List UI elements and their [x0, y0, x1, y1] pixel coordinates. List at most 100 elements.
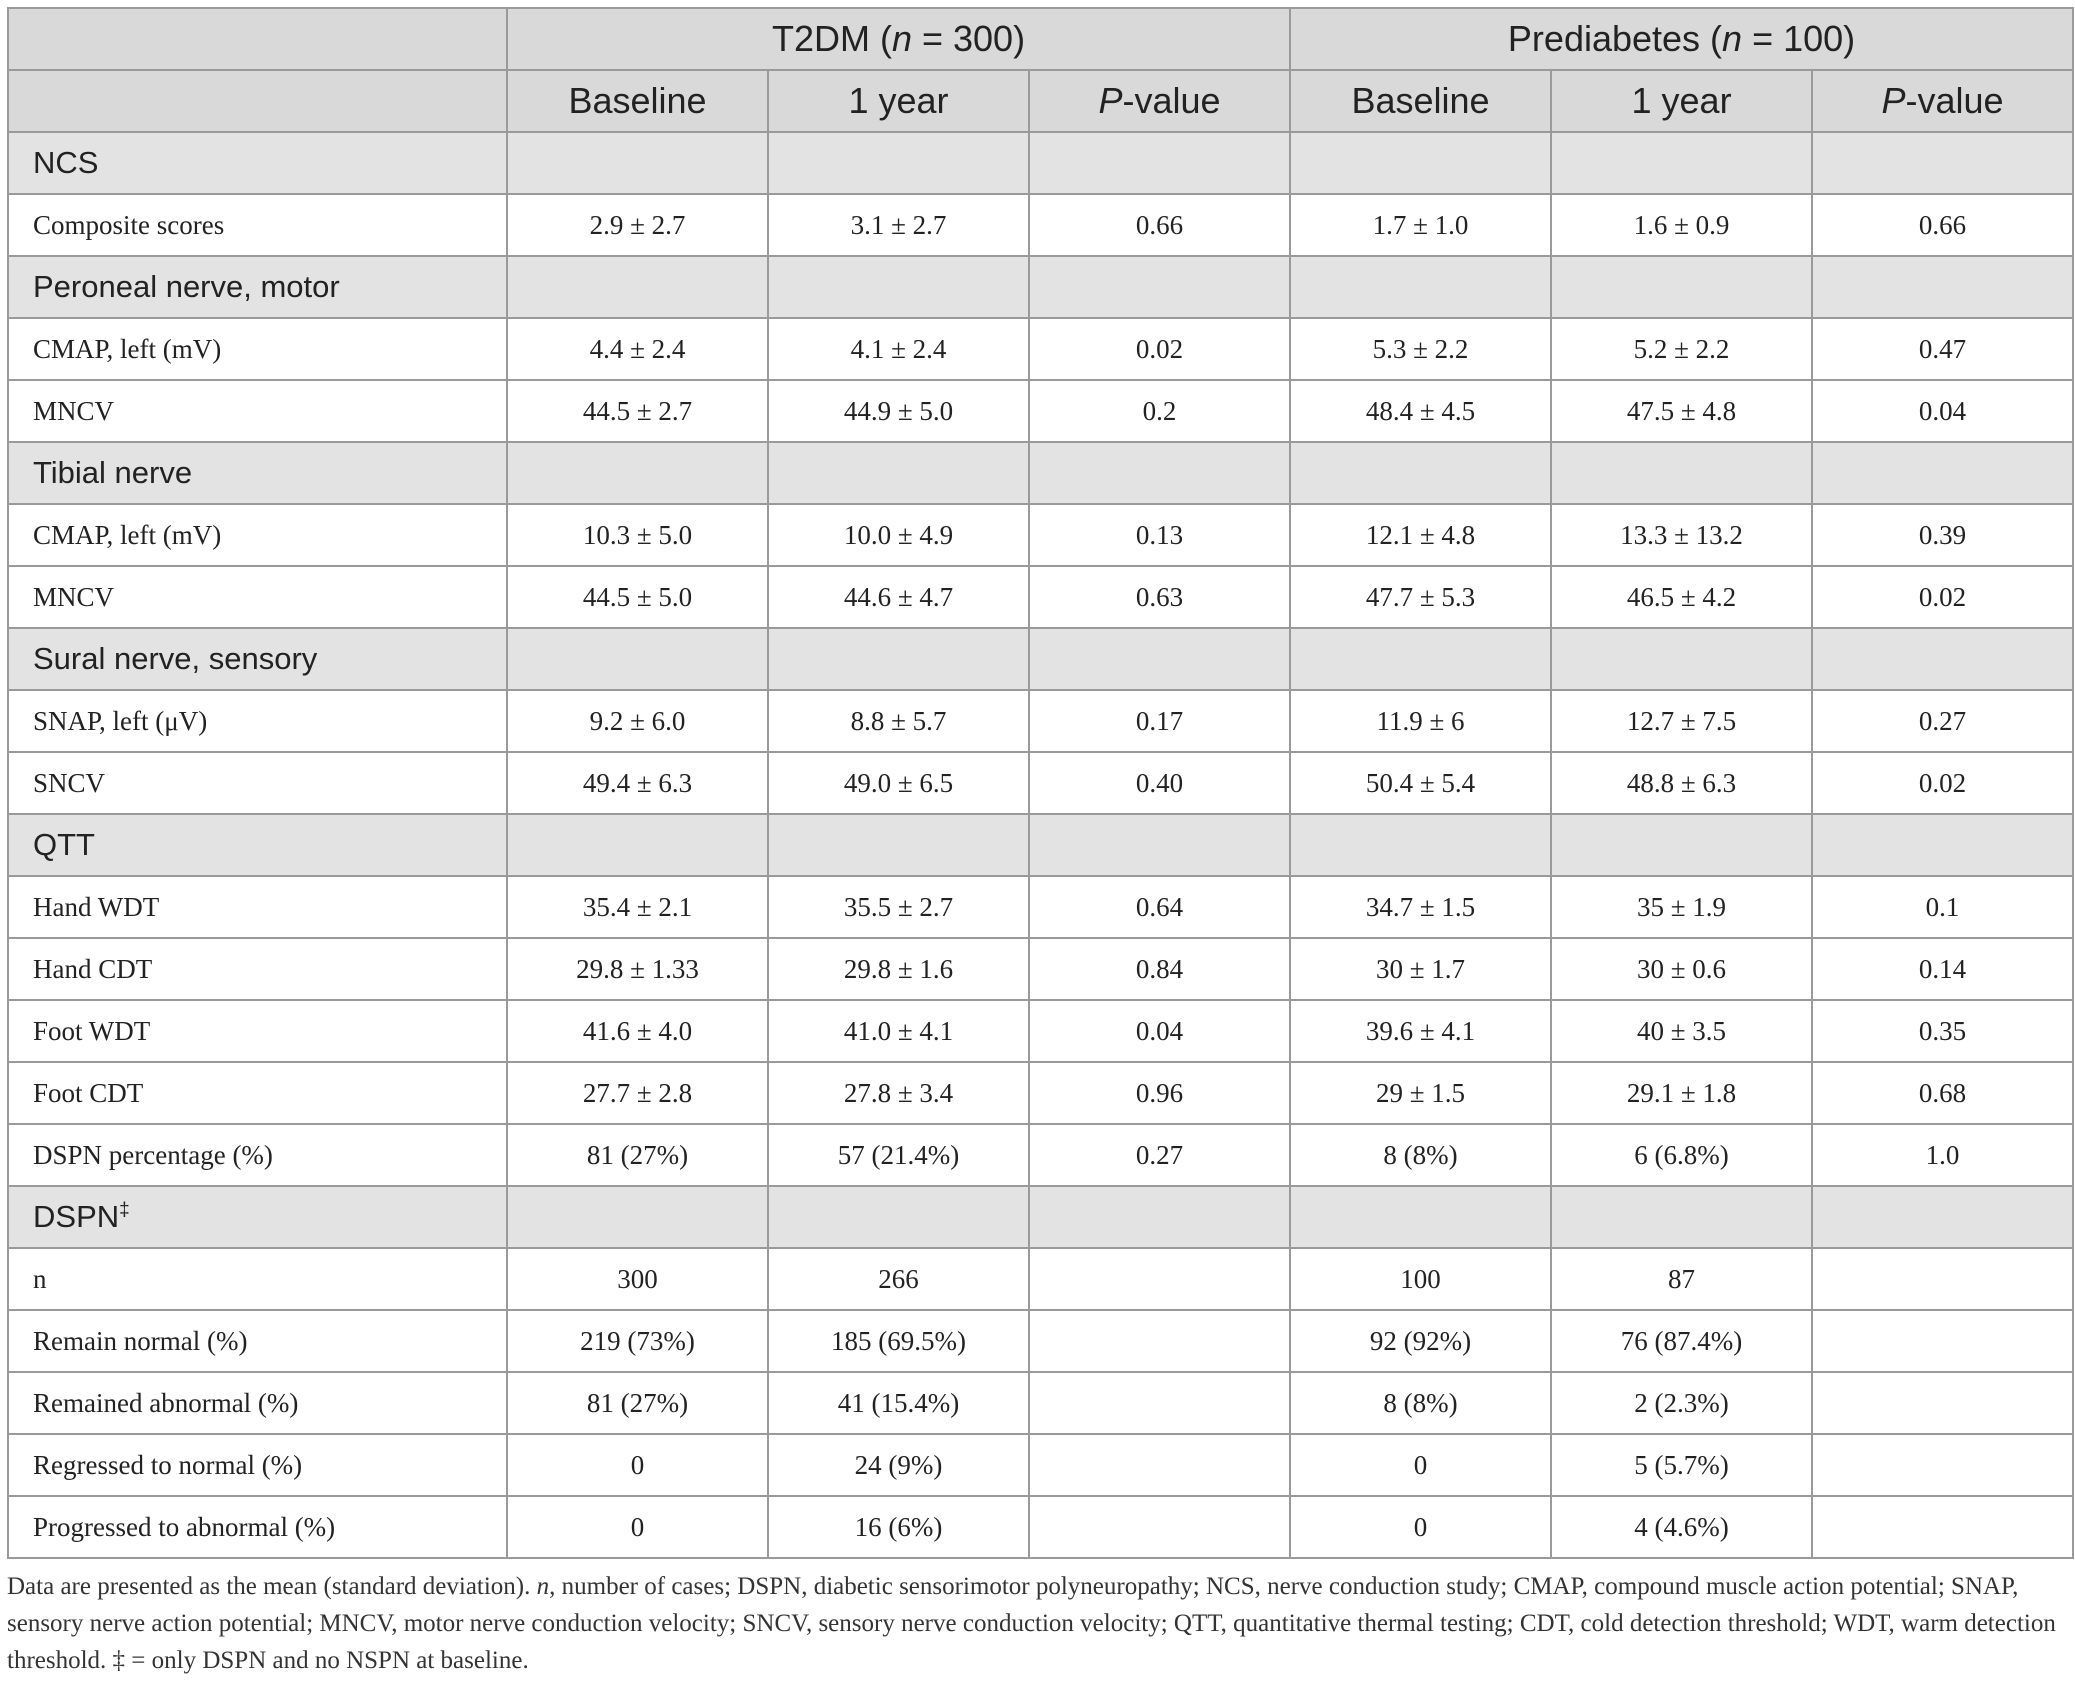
value-cell: 0: [506, 1495, 769, 1559]
value-cell: 81 (27%): [506, 1371, 769, 1435]
value-cell: [1811, 1309, 2075, 1373]
section-empty-cell: [767, 627, 1030, 691]
section-empty-cell: [1811, 1185, 2075, 1249]
value-cell: 4 (4.6%): [1550, 1495, 1814, 1559]
section-empty-cell: [1027, 813, 1292, 877]
row-label: Remain normal (%): [7, 1309, 508, 1373]
row-label: CMAP, left (mV): [7, 503, 508, 567]
value-cell: 219 (73%): [506, 1309, 769, 1373]
section-empty-cell: [1550, 255, 1814, 319]
value-cell: 50.4 ± 5.4: [1289, 751, 1553, 815]
value-cell: 39.6 ± 4.1: [1289, 999, 1553, 1063]
section-empty-cell: [1289, 131, 1553, 195]
row-label: MNCV: [7, 565, 508, 629]
section-title: QTT: [7, 813, 508, 877]
col-header-p-value: P-value: [1027, 69, 1292, 133]
value-cell: 44.6 ± 4.7: [767, 565, 1030, 629]
table-row: Remain normal (%) 219 (73%) 185 (69.5%) 92 …: [7, 1309, 2075, 1373]
section-empty-cell: [506, 441, 769, 505]
section-empty-cell: [1550, 441, 1814, 505]
table-body: NCS Composite scores 2.9 ± 2.7 3.1 ± 2.7 0.6…: [7, 131, 2075, 1559]
section-empty-cell: [1027, 131, 1292, 195]
table-container: T2DM (n = 300) Prediabetes (n = 100) Bas…: [7, 7, 2075, 1559]
value-cell: 40 ± 3.5: [1550, 999, 1814, 1063]
value-cell: 29.8 ± 1.33: [506, 937, 769, 1001]
value-cell: [1027, 1371, 1292, 1435]
section-title-text: Sural nerve, sensory: [33, 641, 318, 676]
section-empty-cell: [1289, 1185, 1553, 1249]
value-cell: 47.7 ± 5.3: [1289, 565, 1553, 629]
section-title: DSPN‡: [7, 1185, 508, 1249]
table-row: Foot CDT 27.7 ± 2.8 27.8 ± 3.4 0.96 29 ± 1.5…: [7, 1061, 2075, 1125]
group-header-prediabetes: Prediabetes (n = 100): [1289, 7, 2075, 71]
section-empty-cell: [1811, 255, 2075, 319]
row-label: Hand WDT: [7, 875, 508, 939]
value-cell: 49.4 ± 6.3: [506, 751, 769, 815]
value-cell: 0.27: [1027, 1123, 1292, 1187]
section-empty-cell: [1811, 131, 2075, 195]
value-cell: 185 (69.5%): [767, 1309, 1030, 1373]
row-label: Composite scores: [7, 193, 508, 257]
section-empty-cell: [1289, 255, 1553, 319]
value-cell: 29 ± 1.5: [1289, 1061, 1553, 1125]
col-header-one-year: 1 year: [767, 69, 1030, 133]
value-cell: 0.63: [1027, 565, 1292, 629]
section-empty-cell: [506, 813, 769, 877]
value-cell: 29.1 ± 1.8: [1550, 1061, 1814, 1125]
value-cell: 0.66: [1811, 193, 2075, 257]
value-cell: 0.96: [1027, 1061, 1292, 1125]
section-empty-cell: [1027, 627, 1292, 691]
value-cell: 0.35: [1811, 999, 2075, 1063]
value-cell: 27.8 ± 3.4: [767, 1061, 1030, 1125]
value-cell: 0.1: [1811, 875, 2075, 939]
table-row: MNCV 44.5 ± 2.7 44.9 ± 5.0 0.2 48.4 ± 4.5 47.…: [7, 379, 2075, 443]
section-empty-cell: [1550, 131, 1814, 195]
value-cell: 2.9 ± 2.7: [506, 193, 769, 257]
section-empty-cell: [1550, 627, 1814, 691]
section-empty-cell: [506, 131, 769, 195]
value-cell: 0.84: [1027, 937, 1292, 1001]
value-cell: [1811, 1433, 2075, 1497]
table-row: SNAP, left (μV) 9.2 ± 6.0 8.8 ± 5.7 0.17 11.…: [7, 689, 2075, 753]
value-cell: 0.04: [1027, 999, 1292, 1063]
value-cell: [1027, 1433, 1292, 1497]
section-empty-cell: [1811, 627, 2075, 691]
value-cell: 9.2 ± 6.0: [506, 689, 769, 753]
value-cell: 8.8 ± 5.7: [767, 689, 1030, 753]
value-cell: 35 ± 1.9: [1550, 875, 1814, 939]
col-header-baseline: Baseline: [506, 69, 769, 133]
value-cell: 46.5 ± 4.2: [1550, 565, 1814, 629]
section-title-text: NCS: [33, 145, 99, 180]
value-cell: 41.0 ± 4.1: [767, 999, 1030, 1063]
value-cell: [1027, 1247, 1292, 1311]
value-cell: 0: [1289, 1495, 1553, 1559]
value-cell: 1.6 ± 0.9: [1550, 193, 1814, 257]
subheader-row: Baseline 1 year P-value Baseline 1 year …: [7, 69, 2075, 133]
row-label: Foot CDT: [7, 1061, 508, 1125]
group-header-t2dm: T2DM (n = 300): [505, 7, 1292, 71]
row-label: DSPN percentage (%): [7, 1123, 508, 1187]
value-cell: 8 (8%): [1289, 1371, 1553, 1435]
value-cell: 44.5 ± 5.0: [506, 565, 769, 629]
section-empty-cell: [767, 813, 1030, 877]
value-cell: 48.8 ± 6.3: [1550, 751, 1814, 815]
section-title-text: Peroneal nerve, motor: [33, 269, 340, 304]
section-empty-cell: [1289, 813, 1553, 877]
table-row: Regressed to normal (%) 0 24 (9%) 0 5 (5.7%): [7, 1433, 2075, 1497]
table-row: n 300 266 100 87: [7, 1247, 2075, 1311]
value-cell: [1811, 1495, 2075, 1559]
value-cell: 3.1 ± 2.7: [767, 193, 1030, 257]
section-empty-cell: [767, 441, 1030, 505]
value-cell: 8 (8%): [1289, 1123, 1553, 1187]
row-label: Foot WDT: [7, 999, 508, 1063]
value-cell: 44.5 ± 2.7: [506, 379, 769, 443]
value-cell: [1027, 1495, 1292, 1559]
section-title-text: DSPN: [33, 1199, 120, 1234]
value-cell: 1.0: [1811, 1123, 2075, 1187]
results-table: T2DM (n = 300) Prediabetes (n = 100) Bas…: [7, 7, 2075, 1559]
value-cell: 35.5 ± 2.7: [767, 875, 1030, 939]
value-cell: 0.40: [1027, 751, 1292, 815]
section-empty-cell: [767, 1185, 1030, 1249]
section-empty-cell: [1289, 441, 1553, 505]
value-cell: 41.6 ± 4.0: [506, 999, 769, 1063]
